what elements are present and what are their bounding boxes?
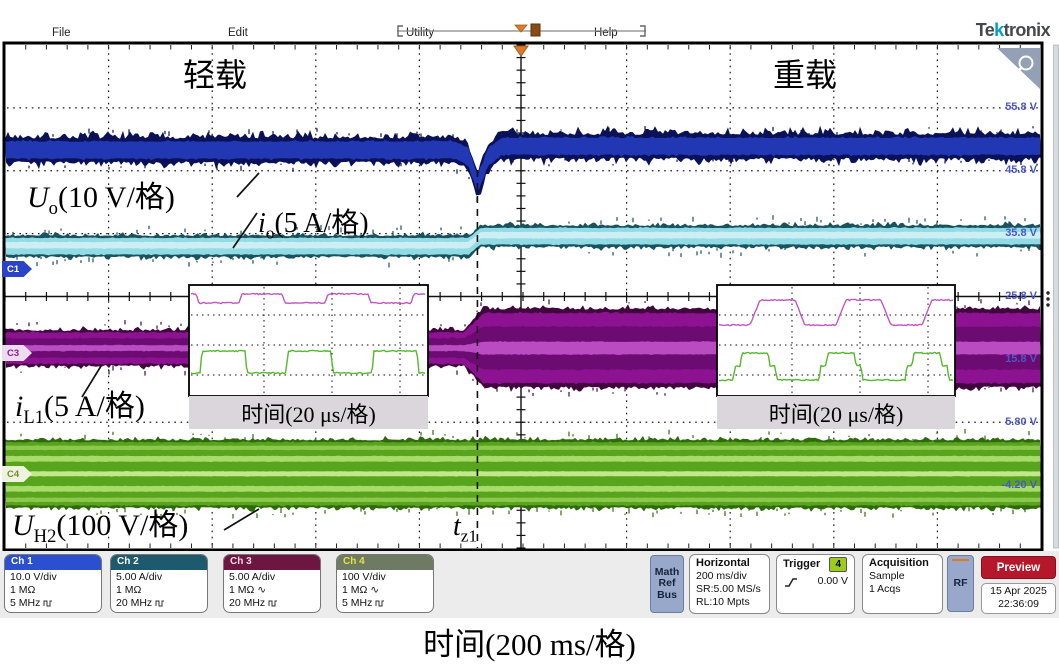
preview-button[interactable]: Preview bbox=[981, 556, 1056, 579]
scale-label-4: 25.8 V bbox=[1005, 290, 1037, 302]
more-options-dots-icon[interactable] bbox=[1046, 303, 1050, 307]
label-tz1: tz1 bbox=[453, 511, 478, 546]
inset-caption-left: 时间(20 μs/格) bbox=[189, 396, 428, 429]
channel-badge-header: Ch 3 bbox=[224, 555, 320, 570]
horizontal-position-widget[interactable] bbox=[397, 23, 646, 37]
annotation-pointer-line bbox=[223, 508, 260, 531]
position-handle-icon bbox=[530, 23, 541, 37]
graticule-frame bbox=[2, 41, 1044, 552]
bandwidth-icon bbox=[43, 600, 53, 607]
trigger-marker-icon bbox=[514, 24, 528, 33]
trace-ch4-uh2 bbox=[5, 428, 1041, 519]
scale-label-5: 15.8 V bbox=[1005, 353, 1037, 365]
inset-caption-right: 时间(20 μs/格) bbox=[717, 396, 955, 429]
tektronix-logo: Tektronix bbox=[975, 20, 1051, 40]
label-io: io(5 A/格) bbox=[258, 208, 369, 243]
scale-label-2: 45.8 V bbox=[1005, 164, 1037, 176]
channel-badge-ch4[interactable]: Ch 4 100 V/div 1 MΩ ∿ 5 MHz bbox=[336, 554, 434, 613]
datetime-display: 15 Apr 2025 22:36:09 bbox=[981, 583, 1056, 614]
right-scroll-strip[interactable] bbox=[1053, 44, 1059, 549]
bandwidth-icon bbox=[268, 600, 278, 607]
channel-badge-ch1[interactable]: Ch 1 10.0 V/div 1 MΩ 5 MHz bbox=[4, 554, 102, 613]
label-uo: Uo(10 V/格) bbox=[27, 181, 175, 219]
scale-label-3: 35.8 V bbox=[1005, 227, 1037, 239]
trigger-panel[interactable]: Trigger 4 0.00 V bbox=[776, 554, 855, 614]
menu-edit[interactable]: Edit bbox=[228, 27, 248, 39]
channel-marker-c1[interactable]: C1 bbox=[2, 261, 32, 277]
zoom-corner-icon[interactable] bbox=[997, 48, 1040, 89]
annotation-pointer-line bbox=[236, 172, 260, 198]
channel-badge-header: Ch 4 bbox=[337, 555, 433, 570]
bandwidth-icon bbox=[155, 600, 165, 607]
region-label-heavy-load: 重载 bbox=[773, 57, 838, 93]
inset-zoom-right bbox=[716, 284, 956, 397]
rf-button[interactable]: RF bbox=[947, 555, 974, 612]
more-options-dots-icon[interactable] bbox=[1046, 297, 1050, 301]
annotation-pointer-line bbox=[232, 212, 258, 249]
label-il1: iL1(5 A/格) bbox=[15, 390, 145, 428]
scale-label-7: -4.20 V bbox=[1001, 479, 1037, 491]
rising-edge-icon bbox=[785, 577, 797, 587]
scale-label-1: 55.8 V bbox=[1005, 101, 1037, 113]
trigger-source-badge: 4 bbox=[829, 557, 848, 572]
label-uh2: UH2(100 V/格) bbox=[12, 509, 189, 547]
rf-accent-line bbox=[952, 559, 969, 561]
menu-file[interactable]: File bbox=[52, 27, 71, 39]
horizontal-panel[interactable]: Horizontal 200 ms/div SR:5.00 MS/s RL:10… bbox=[689, 554, 770, 614]
bandwidth-icon bbox=[375, 600, 385, 607]
channel-marker-c4[interactable]: C4 bbox=[2, 466, 32, 482]
annotation-pointer-line bbox=[81, 365, 102, 398]
math-ref-bus-button[interactable]: Math Ref Bus bbox=[650, 555, 684, 613]
channel-badge-header: Ch 2 bbox=[111, 555, 207, 570]
acquisition-panel[interactable]: Acquisition Sample 1 Acqs bbox=[862, 554, 943, 614]
scale-label-6: 5.80 V bbox=[1005, 416, 1037, 428]
trace-ch2-io bbox=[4, 215, 1041, 268]
inset-zoom-left bbox=[188, 284, 429, 397]
menu-utility[interactable]: Utility bbox=[406, 27, 435, 39]
channel-marker-c3[interactable]: C3 bbox=[2, 345, 32, 361]
menu-help[interactable]: Help bbox=[594, 27, 618, 39]
region-label-light-load: 轻载 bbox=[183, 57, 248, 93]
channel-badge-ch2[interactable]: Ch 2 5.00 A/div 1 MΩ 20 MHz bbox=[110, 554, 208, 613]
time-axis-label: 时间(200 ms/格) bbox=[423, 627, 636, 662]
channel-badge-header: Ch 1 bbox=[5, 555, 101, 570]
more-options-dots-icon[interactable] bbox=[1046, 291, 1050, 295]
trigger-position-icon bbox=[513, 45, 529, 57]
channel-badge-ch3[interactable]: Ch 3 5.00 A/div 1 MΩ ∿ 20 MHz bbox=[223, 554, 321, 613]
